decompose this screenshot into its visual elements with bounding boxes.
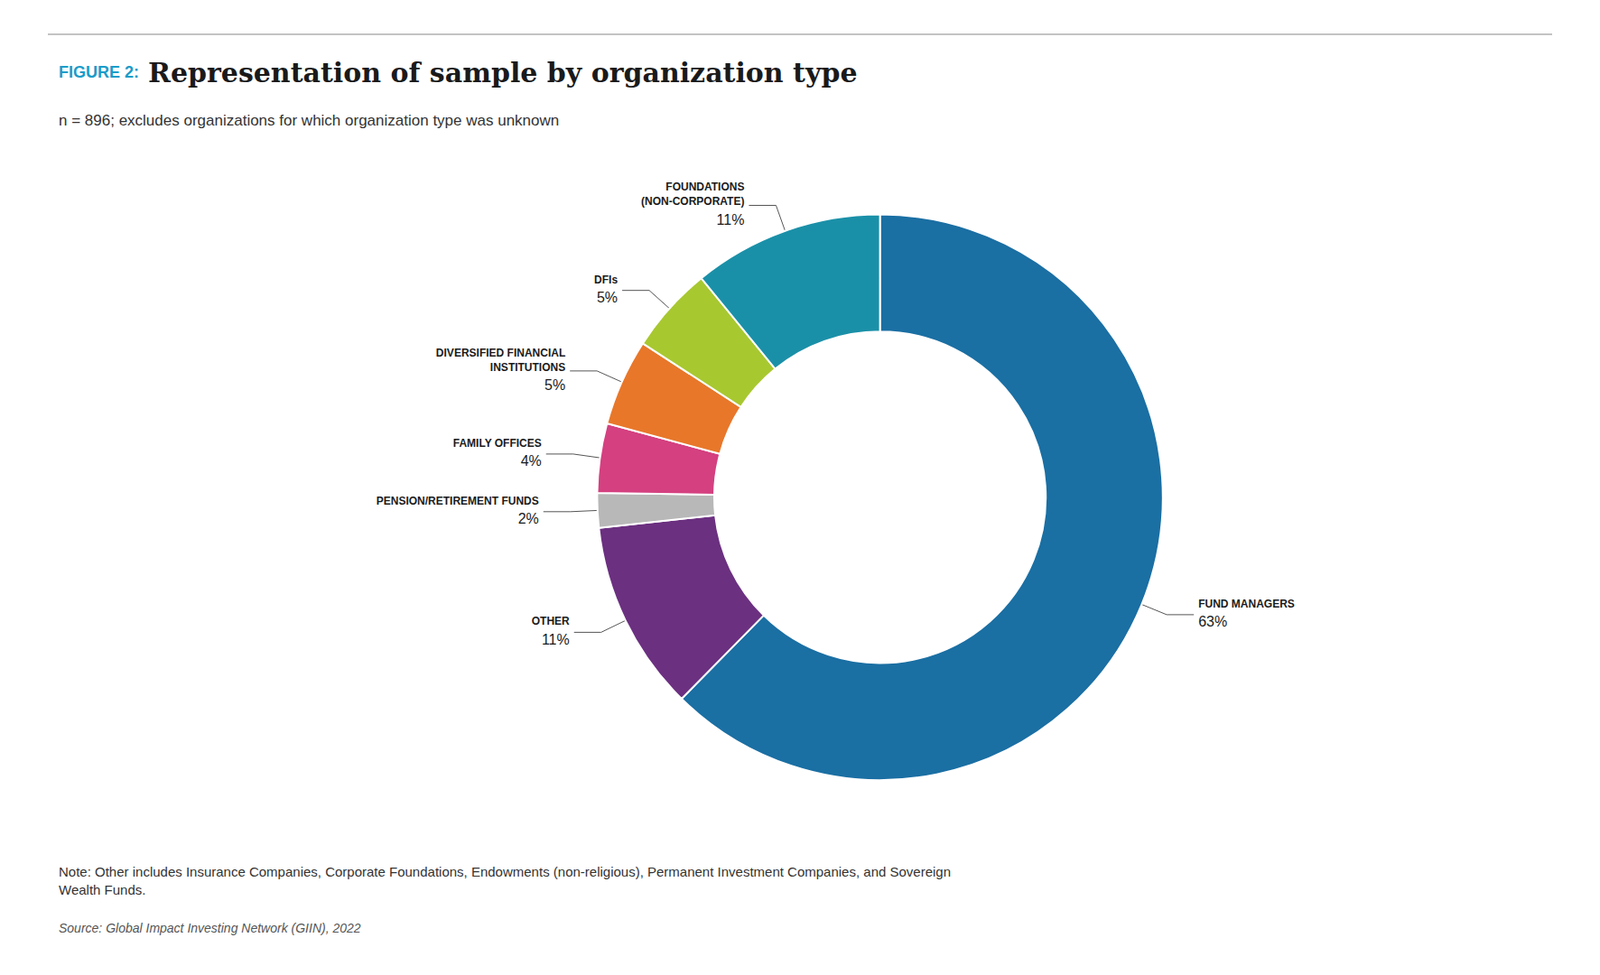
svg-text:Source: Global Impact Investin: Source: Global Impact Investing Network … bbox=[58, 920, 362, 936]
svg-text:INSTITUTIONS: INSTITUTIONS bbox=[490, 361, 566, 374]
svg-text:11%: 11% bbox=[541, 632, 570, 648]
svg-text:FOUNDATIONS: FOUNDATIONS bbox=[665, 180, 745, 194]
svg-text:FAMILY OFFICES: FAMILY OFFICES bbox=[453, 437, 542, 450]
svg-text:n = 896; excludes organization: n = 896; excludes organizations for whic… bbox=[58, 111, 559, 130]
svg-text:PENSION/RETIREMENT FUNDS: PENSION/RETIREMENT FUNDS bbox=[376, 494, 540, 508]
svg-text:Representation of sample by or: Representation of sample by organization… bbox=[148, 56, 857, 89]
svg-text:(NON-CORPORATE): (NON-CORPORATE) bbox=[641, 195, 745, 208]
svg-text:FIGURE 2:: FIGURE 2: bbox=[58, 63, 140, 82]
svg-text:DIVERSIFIED FINANCIAL: DIVERSIFIED FINANCIAL bbox=[436, 346, 566, 360]
svg-text:2%: 2% bbox=[518, 511, 540, 527]
svg-text:11%: 11% bbox=[716, 212, 745, 228]
svg-text:5%: 5% bbox=[596, 289, 618, 306]
svg-text:FUND MANAGERS: FUND MANAGERS bbox=[1198, 597, 1295, 611]
svg-text:5%: 5% bbox=[544, 377, 566, 393]
svg-text:OTHER: OTHER bbox=[531, 614, 570, 628]
svg-text:Note: Other includes Insurance: Note: Other includes Insurance Companies… bbox=[58, 864, 951, 880]
svg-text:Wealth Funds.: Wealth Funds. bbox=[58, 882, 146, 898]
svg-text:63%: 63% bbox=[1198, 613, 1228, 630]
svg-text:DFIs: DFIs bbox=[594, 273, 618, 287]
svg-text:4%: 4% bbox=[520, 453, 542, 469]
